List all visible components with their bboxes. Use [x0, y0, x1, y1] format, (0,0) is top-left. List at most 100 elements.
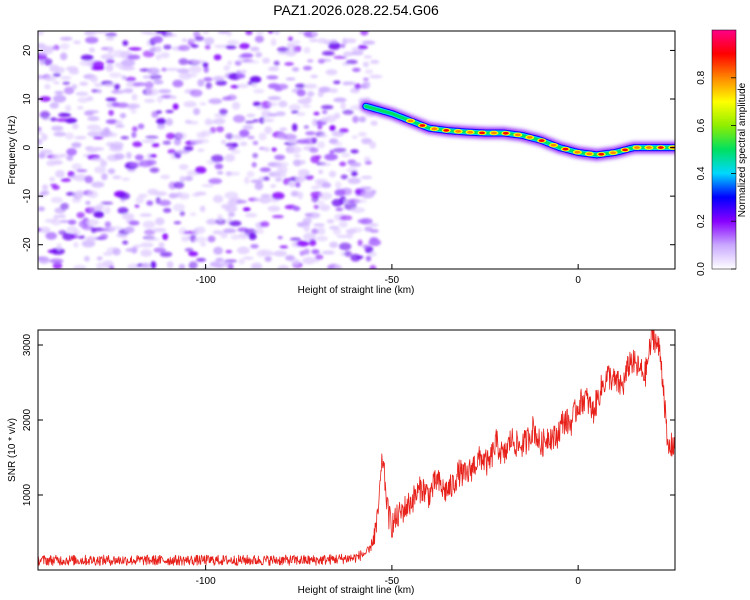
spectrogram-noise-cell	[213, 118, 226, 125]
spectrogram-noise-cell	[178, 192, 190, 200]
spectrogram-noise-cell	[295, 83, 306, 89]
spectrogram-noise-cell	[335, 207, 344, 212]
spectrogram-noise-cell	[165, 33, 178, 38]
spectrogram-noise-cell	[94, 166, 107, 174]
colorbar-ticks: 0.0 0.2 0.4 0.6 0.8	[696, 70, 736, 276]
spectrogram-track-peak	[657, 146, 664, 149]
spectrogram-noise-cell	[271, 214, 284, 219]
spectrogram-noise-cell	[178, 44, 191, 51]
spectrogram-noise-cell	[292, 206, 301, 212]
spectrogram-noise-cell	[358, 116, 367, 123]
spectrogram-noise-cell	[317, 141, 326, 149]
spectrogram-noise-cell	[108, 109, 114, 116]
spectrogram-noise-cell	[38, 256, 50, 264]
spectrogram-noise-cell	[210, 154, 224, 163]
spectrogram-noise-cell	[231, 149, 241, 154]
spectrogram-noise-cell	[320, 104, 334, 110]
spectrogram-noise-cell	[259, 167, 271, 173]
spectrogram-noise-cell	[149, 154, 157, 158]
spectrogram-noise-cell	[277, 264, 290, 269]
spectrogram-noise-cell	[162, 208, 172, 213]
spectrogram-noise-cell	[332, 227, 341, 235]
spectrogram-noise-cell	[320, 133, 328, 139]
spectrogram-noise-cell	[279, 127, 288, 131]
spectrogram-noise-cell	[228, 146, 236, 151]
spectrogram-noise-cell	[76, 190, 84, 198]
spectrogram-noise-cell	[145, 135, 159, 139]
spectrogram-noise-cell	[246, 113, 256, 118]
spectrogram-noise-cell	[100, 233, 109, 240]
spectrogram-noise-cell	[119, 234, 128, 239]
spectrogram-noise-cell	[216, 125, 225, 133]
spectrogram-track-peak	[610, 151, 617, 155]
spectrogram-noise-cell	[321, 182, 332, 189]
spectrogram-noise-cell	[308, 38, 319, 43]
spectrogram-noise-cell	[313, 223, 325, 227]
spectrogram-xtick-label: -50	[385, 275, 400, 286]
spectrogram-noise-cell	[342, 109, 354, 115]
spectrogram-noise-cell	[202, 31, 210, 35]
spectrogram-xlabel: Height of straight line (km)	[298, 285, 415, 296]
spectrogram-noise-cell	[105, 36, 115, 41]
spectrogram-noise-cell	[203, 77, 213, 82]
spectrogram-noise-cell	[336, 234, 350, 239]
spectrogram-noise-cell	[40, 190, 50, 196]
spectrogram-noise-cell	[197, 148, 205, 152]
spectrogram-noise-cell	[123, 88, 134, 94]
spectrogram-noise-cell	[259, 196, 271, 204]
spectrogram-track-peak	[622, 148, 629, 152]
spectrogram-noise-cell	[338, 242, 352, 251]
spectrogram-noise-cell	[303, 83, 318, 89]
spectrogram-noise-cell	[262, 57, 270, 64]
spectrogram-noise-cell	[141, 139, 156, 143]
spectrogram-noise-cell	[147, 67, 160, 75]
spectrogram-ytick-label: 0	[22, 144, 33, 150]
spectrogram-noise-cell	[74, 135, 87, 140]
spectrogram-noise-cell	[87, 131, 101, 137]
spectrogram-noise-cell	[39, 226, 51, 234]
colorbar: 0.0 0.2 0.4 0.6 0.8 Normalized spectral ampl…	[696, 29, 748, 276]
spectrogram-noise-cell	[319, 162, 332, 167]
spectrogram-noise-cell	[303, 232, 316, 241]
spectrogram-noise-cell	[131, 126, 138, 132]
spectrogram-noise-cell	[103, 127, 110, 134]
spectrogram-noise-cell	[132, 141, 143, 148]
spectrogram-noise-cell	[76, 106, 84, 110]
spectrogram-noise-cell	[292, 159, 302, 167]
spectrogram-noise-cell	[67, 219, 77, 225]
spectrogram-track-peak	[443, 128, 450, 132]
snr-plot-frame	[37, 329, 676, 571]
spectrogram-noise-cell	[142, 75, 151, 79]
spectrogram-noise-cell	[252, 152, 258, 159]
spectrogram-noise-cell	[360, 186, 372, 190]
spectrogram-noise-cell	[183, 230, 196, 235]
spectrogram-noise-cell	[87, 116, 100, 122]
spectrogram-noise-cell	[350, 253, 361, 262]
spectrogram-noise-cell	[244, 120, 255, 124]
spectrogram-noise-cell	[60, 178, 72, 183]
spectrogram-track-peak	[479, 131, 486, 135]
spectrogram-noise-cell	[302, 256, 316, 265]
spectrogram-ytick-label: -10	[22, 188, 33, 203]
spectrogram-noise-cell	[184, 175, 194, 182]
spectrogram-noise-cell	[352, 115, 359, 124]
spectrogram-noise-cell	[105, 63, 114, 72]
spectrogram-noise-cell	[77, 235, 86, 240]
spectrogram-noise-cell	[173, 221, 182, 225]
spectrogram-noise-cell	[286, 42, 296, 50]
spectrogram-noise-cell	[349, 162, 362, 167]
spectrogram-noise-cell	[226, 31, 233, 37]
spectrogram-noise-cell	[165, 67, 179, 71]
spectrogram-noise-cell	[121, 177, 130, 181]
spectrogram-noise-cell	[295, 175, 306, 183]
spectrogram-noise-cell	[201, 266, 211, 269]
spectrogram-noise-cell	[44, 83, 51, 90]
spectrogram-track-peak	[526, 135, 533, 139]
spectrogram-noise-cell	[311, 228, 319, 235]
spectrogram-noise-cell	[42, 184, 49, 191]
spectrogram-noise-cell	[51, 125, 64, 131]
spectrogram-noise-cell	[309, 147, 319, 153]
spectrogram-noise-cell	[310, 185, 319, 190]
spectrogram-noise-cell	[291, 258, 300, 265]
spectrogram-noise	[38, 31, 383, 269]
